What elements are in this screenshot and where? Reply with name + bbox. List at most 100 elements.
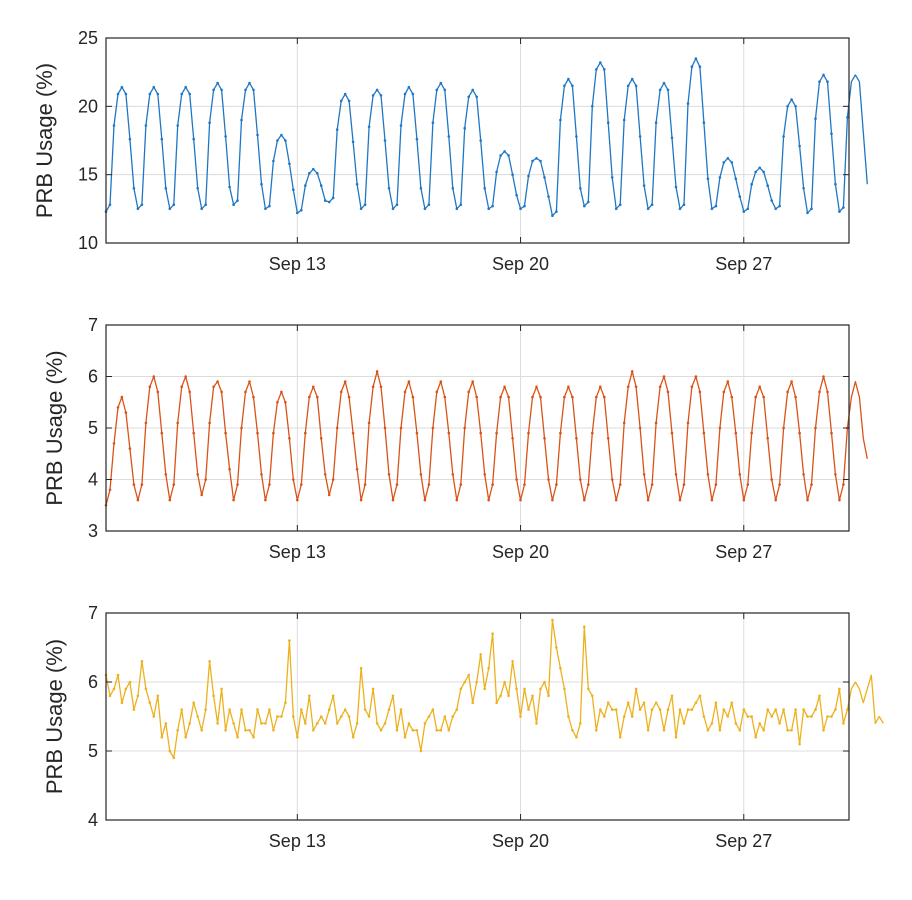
- data-point: [519, 207, 522, 211]
- data-point: [491, 632, 494, 635]
- data-point: [304, 722, 307, 725]
- data-point: [539, 395, 542, 399]
- x-tick-label: Sep 13: [269, 831, 326, 851]
- data-point: [479, 139, 483, 142]
- data-point: [535, 385, 538, 389]
- data-point: [798, 144, 801, 148]
- data-point: [323, 722, 327, 725]
- data-point: [200, 729, 203, 732]
- data-point: [304, 431, 307, 435]
- data-point: [531, 395, 534, 399]
- data-point: [367, 421, 371, 425]
- data-point: [778, 722, 781, 725]
- data-point: [383, 426, 387, 430]
- data-point: [571, 84, 574, 88]
- data-point: [579, 722, 582, 725]
- axes-box: [105, 37, 850, 244]
- data-point: [200, 493, 203, 497]
- data-point: [140, 483, 144, 486]
- data-point: [702, 431, 706, 435]
- data-point: [794, 708, 797, 711]
- data-point: [288, 162, 291, 165]
- data-point: [734, 177, 738, 181]
- data-point: [399, 124, 403, 127]
- data-point: [718, 176, 722, 179]
- data-point: [734, 431, 738, 435]
- data-point: [172, 483, 176, 486]
- data-point: [331, 694, 335, 698]
- data-point: [379, 729, 383, 732]
- data-point: [395, 203, 399, 206]
- data-point: [216, 722, 219, 725]
- data-point: [810, 715, 813, 718]
- data-point: [399, 708, 403, 711]
- data-point: [224, 431, 227, 435]
- data-point: [316, 395, 319, 399]
- data-point: [678, 708, 682, 711]
- data-point: [559, 431, 562, 435]
- data-point: [272, 729, 275, 732]
- data-point: [842, 206, 845, 209]
- data-point: [551, 214, 554, 217]
- data-point: [160, 431, 164, 435]
- data-point: [351, 735, 355, 739]
- data-point: [523, 204, 526, 208]
- data-point: [443, 395, 447, 399]
- data-point: [622, 118, 626, 122]
- data-point: [746, 483, 750, 486]
- data-point: [120, 701, 124, 704]
- data-point: [682, 722, 686, 725]
- data-point: [196, 715, 199, 718]
- data-point: [834, 708, 837, 711]
- data-point: [614, 708, 618, 711]
- data-point: [248, 81, 251, 85]
- data-point: [455, 498, 459, 502]
- data-point: [618, 203, 622, 206]
- data-point: [714, 204, 718, 208]
- data-point: [463, 426, 467, 430]
- data-point: [339, 715, 343, 718]
- data-point: [842, 722, 845, 725]
- data-point: [319, 715, 323, 718]
- data-point: [778, 483, 781, 486]
- data-point: [762, 170, 765, 174]
- data-point: [622, 421, 626, 425]
- data-point: [407, 85, 411, 89]
- data-point: [192, 431, 195, 435]
- data-point: [822, 73, 825, 77]
- data-point: [551, 618, 554, 622]
- data-point: [614, 498, 618, 502]
- data-point: [547, 195, 550, 198]
- data-point: [323, 473, 327, 476]
- data-point: [335, 128, 339, 131]
- data-point: [834, 473, 837, 476]
- data-point: [690, 385, 694, 389]
- data-point: [144, 421, 148, 425]
- data-point: [176, 421, 179, 425]
- data-point: [694, 57, 698, 60]
- data-point: [136, 207, 140, 211]
- data-point: [710, 722, 714, 725]
- data-point: [304, 184, 307, 187]
- data-point: [714, 701, 718, 704]
- data-point: [152, 375, 156, 378]
- data-point: [160, 137, 164, 141]
- data-point: [327, 200, 331, 204]
- data-point: [391, 694, 395, 698]
- data-point: [610, 176, 614, 179]
- data-point: [495, 170, 498, 174]
- data-point: [327, 708, 331, 711]
- data-point: [806, 211, 809, 215]
- data-point: [595, 395, 598, 399]
- chart-panel-1: 10 15 20 25 Sep 13 Sep 20 Sep 27 PRB Usage (%): [32, 28, 868, 274]
- data-point: [507, 694, 510, 698]
- data-point: [750, 431, 753, 435]
- data-point: [407, 722, 411, 725]
- chart-panel-2: 3 4 5 6 7 Sep 13 Sep 20 Sep 27 PRB Usage (%): [42, 315, 868, 562]
- data-point: [260, 473, 263, 476]
- data-point: [176, 124, 179, 127]
- data-point: [124, 92, 128, 96]
- data-point: [108, 488, 112, 492]
- data-point: [383, 139, 387, 142]
- data-point: [363, 203, 367, 206]
